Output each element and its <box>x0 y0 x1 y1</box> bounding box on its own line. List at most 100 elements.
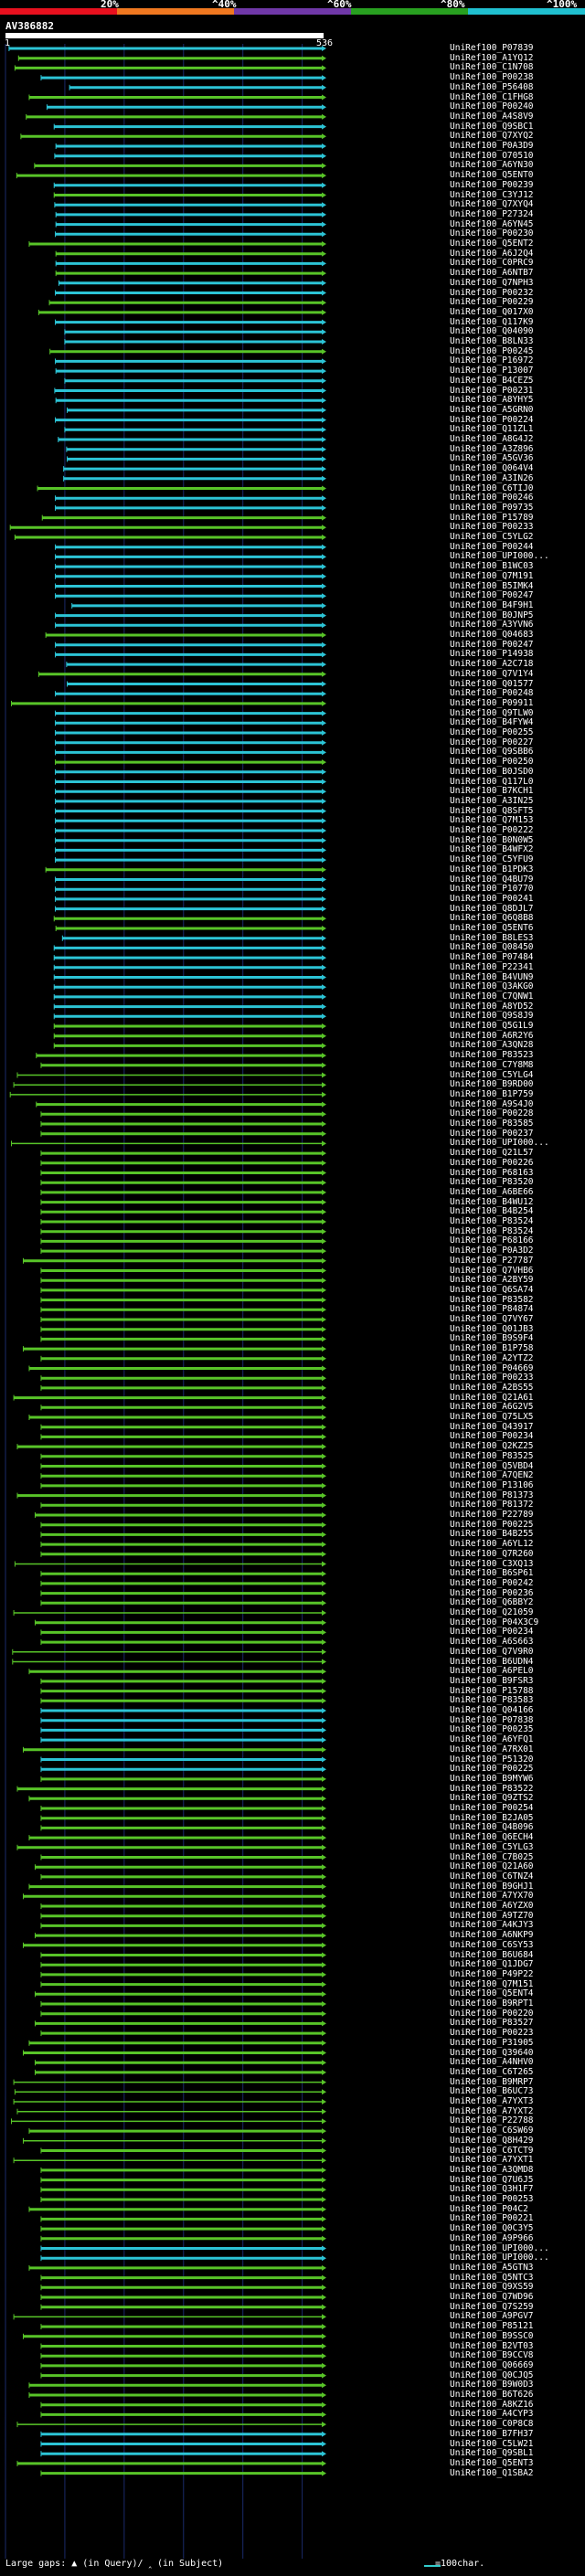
hit-label[interactable]: UniRef100_B9GHJ1 <box>450 1881 534 1892</box>
hit-label[interactable]: UniRef100_Q7XYQ4 <box>450 199 534 210</box>
hit-label[interactable]: UniRef100_B7FH37 <box>450 2428 534 2439</box>
hit-label[interactable]: UniRef100_C3XQ13 <box>450 1558 534 1569</box>
hit-label[interactable]: UniRef100_A7RX01 <box>450 1744 534 1754</box>
hit-label[interactable]: UniRef100_B9W0D3 <box>450 2380 534 2390</box>
hit-label[interactable]: UniRef100_A2BS55 <box>450 1382 534 1393</box>
hit-label[interactable]: UniRef100_A8KZ16 <box>450 2399 534 2410</box>
hit-label[interactable]: UniRef100_P00223 <box>450 2028 534 2039</box>
hit-label[interactable]: UniRef100_P00225 <box>450 1764 534 1775</box>
hit-label[interactable]: UniRef100_Q5G1L9 <box>450 1021 534 1031</box>
hit-label[interactable]: UniRef100_B9MRP7 <box>450 2076 534 2087</box>
hit-label[interactable]: UniRef100_Q9SBB6 <box>450 747 534 758</box>
hit-label[interactable]: UniRef100_O70510 <box>450 150 534 161</box>
hit-label[interactable]: UniRef100_P00247 <box>450 590 534 601</box>
hit-label[interactable]: UniRef100_A6YFQ1 <box>450 1734 534 1745</box>
hit-label[interactable]: UniRef100_P07484 <box>450 952 534 963</box>
hit-label[interactable]: UniRef100_P27324 <box>450 208 534 219</box>
hit-label[interactable]: UniRef100_P83524 <box>450 1216 534 1226</box>
hit-label[interactable]: UniRef100_A6YN30 <box>450 160 534 171</box>
hit-label[interactable]: UniRef100_Q6Q8B8 <box>450 913 534 924</box>
hit-label[interactable]: UniRef100_B0N0W5 <box>450 834 534 845</box>
hit-label[interactable]: UniRef100_P83585 <box>450 1118 534 1129</box>
hit-label[interactable]: UniRef100_P81372 <box>450 1500 534 1511</box>
hit-label[interactable]: UniRef100_P10770 <box>450 884 534 895</box>
hit-label[interactable]: UniRef100_A6YL12 <box>450 1539 534 1550</box>
hit-label[interactable]: UniRef100_P51320 <box>450 1754 534 1765</box>
hit-label[interactable]: UniRef100_A1YQ12 <box>450 52 534 63</box>
hit-label[interactable]: UniRef100_P00225 <box>450 1519 534 1530</box>
hit-label[interactable]: UniRef100_P00233 <box>450 1373 534 1383</box>
hit-label[interactable]: UniRef100_A7YXT3 <box>450 2096 534 2106</box>
hit-label[interactable]: UniRef100_C5LW21 <box>450 2438 534 2449</box>
hit-label[interactable]: UniRef100_P0A3D9 <box>450 141 534 151</box>
hit-label[interactable]: UniRef100_C6SY53 <box>450 1939 534 1950</box>
hit-label[interactable]: UniRef100_Q21A60 <box>450 1861 534 1872</box>
hit-label[interactable]: UniRef100_Q6SA74 <box>450 1284 534 1295</box>
hit-label[interactable]: UniRef100_A3QN28 <box>450 1040 534 1051</box>
hit-label[interactable]: UniRef100_C0PRC9 <box>450 258 534 269</box>
hit-label[interactable]: UniRef100_UPI000... <box>450 1138 549 1149</box>
hit-label[interactable]: UniRef100_P04669 <box>450 1362 534 1373</box>
hit-label[interactable]: UniRef100_Q5NTC3 <box>450 2272 534 2283</box>
hit-label[interactable]: UniRef100_B9CCV8 <box>450 2350 534 2361</box>
hit-label[interactable]: UniRef100_P00220 <box>450 2008 534 2019</box>
hit-label[interactable]: UniRef100_Q43917 <box>450 1421 534 1432</box>
hit-label[interactable]: UniRef100_Q0CJQ5 <box>450 2369 534 2380</box>
hit-label[interactable]: UniRef100_A3IN25 <box>450 795 534 806</box>
hit-label[interactable]: UniRef100_P07839 <box>450 43 534 53</box>
hit-label[interactable]: UniRef100_Q7M191 <box>450 570 534 581</box>
hit-label[interactable]: UniRef100_A4CYP3 <box>450 2409 534 2420</box>
hit-label[interactable]: UniRef100_B0JNP5 <box>450 610 534 620</box>
hit-label[interactable]: UniRef100_P00234 <box>450 1431 534 1442</box>
hit-label[interactable]: UniRef100_C6TIJ0 <box>450 482 534 493</box>
hit-label[interactable]: UniRef100_Q064V4 <box>450 463 534 474</box>
hit-label[interactable]: UniRef100_B4WFX2 <box>450 844 534 855</box>
hit-label[interactable]: UniRef100_A6J2Q4 <box>450 248 534 259</box>
hit-label[interactable]: UniRef100_B6UDN4 <box>450 1656 534 1667</box>
hit-label[interactable]: UniRef100_A7YX70 <box>450 1891 534 1902</box>
hit-label[interactable]: UniRef100_B1WC03 <box>450 561 534 572</box>
hit-label[interactable]: UniRef100_P00250 <box>450 757 534 768</box>
hit-label[interactable]: UniRef100_C1N708 <box>450 62 534 73</box>
hit-label[interactable]: UniRef100_P22341 <box>450 961 534 972</box>
hit-label[interactable]: UniRef100_B9S9F4 <box>450 1333 534 1344</box>
hit-label[interactable]: UniRef100_Q21059 <box>450 1607 534 1617</box>
hit-label[interactable]: UniRef100_B7KCH1 <box>450 786 534 797</box>
hit-label[interactable]: UniRef100_Q75LX5 <box>450 1412 534 1422</box>
hit-label[interactable]: UniRef100_P07838 <box>450 1714 534 1725</box>
hit-label[interactable]: UniRef100_P15789 <box>450 512 534 523</box>
hit-label[interactable]: UniRef100_B6T626 <box>450 2390 534 2400</box>
hit-label[interactable]: UniRef100_Q9XS59 <box>450 2282 534 2293</box>
hit-label[interactable]: UniRef100_B2VT03 <box>450 2340 534 2351</box>
hit-label[interactable]: UniRef100_Q5ENT4 <box>450 1988 534 1999</box>
hit-label[interactable]: UniRef100_P00240 <box>450 101 534 112</box>
hit-label[interactable]: UniRef100_A6G2V5 <box>450 1402 534 1413</box>
hit-label[interactable]: UniRef100_P00254 <box>450 1803 534 1813</box>
hit-label[interactable]: UniRef100_B4F9H1 <box>450 599 534 610</box>
hit-label[interactable]: UniRef100_P13106 <box>450 1479 534 1490</box>
hit-label[interactable]: UniRef100_C6SW69 <box>450 2125 534 2136</box>
hit-label[interactable]: UniRef100_A4NHV0 <box>450 2057 534 2068</box>
hit-label[interactable]: UniRef100_Q017X0 <box>450 306 534 317</box>
hit-label[interactable]: UniRef100_B9MYW6 <box>450 1773 534 1784</box>
hit-label[interactable]: UniRef100_P00238 <box>450 72 534 83</box>
hit-label[interactable]: UniRef100_P81373 <box>450 1489 534 1500</box>
hit-label[interactable]: UniRef100_B1P759 <box>450 1088 534 1099</box>
hit-label[interactable]: UniRef100_P00236 <box>450 1587 534 1598</box>
hit-label[interactable]: UniRef100_Q01577 <box>450 678 534 689</box>
hit-label[interactable]: UniRef100_P00244 <box>450 541 534 552</box>
hit-label[interactable]: UniRef100_Q11ZL1 <box>450 424 534 435</box>
hit-label[interactable]: UniRef100_P00234 <box>450 1627 534 1638</box>
hit-label[interactable]: UniRef100_C6TCT9 <box>450 2145 534 2156</box>
hit-label[interactable]: UniRef100_Q7XYQ2 <box>450 131 534 142</box>
hit-label[interactable]: UniRef100_P09911 <box>450 697 534 708</box>
hit-label[interactable]: UniRef100_C6TNZ4 <box>450 1871 534 1882</box>
hit-label[interactable]: UniRef100_P68166 <box>450 1235 534 1246</box>
hit-label[interactable]: UniRef100_C5YLG4 <box>450 1069 534 1080</box>
hit-label[interactable]: UniRef100_A6NTB7 <box>450 268 534 279</box>
hit-label[interactable]: UniRef100_B6SP61 <box>450 1568 534 1579</box>
hit-label[interactable]: UniRef100_Q3AKG0 <box>450 981 534 992</box>
hit-label[interactable]: UniRef100_A9PGV7 <box>450 2311 534 2322</box>
hit-label[interactable]: UniRef100_A2C718 <box>450 659 534 670</box>
hit-label[interactable]: UniRef100_A3Z896 <box>450 443 534 454</box>
